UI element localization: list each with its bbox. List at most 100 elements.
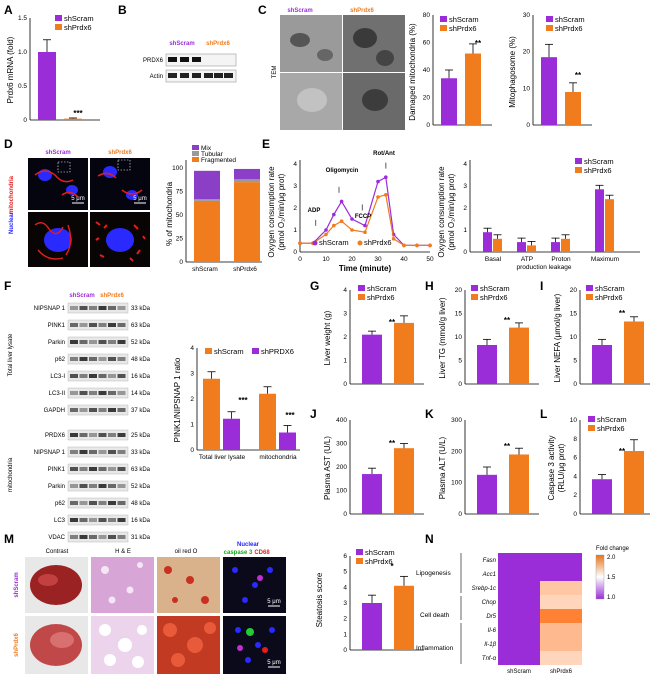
blot-band (79, 467, 88, 471)
c2-ytick: 0 (526, 122, 530, 129)
blot-kda: 16 kDa (131, 518, 151, 524)
h-ytick: 5 (458, 358, 462, 365)
blot-band (117, 467, 126, 471)
n-cbar-title: Fold change (596, 546, 630, 552)
blot-band (98, 408, 107, 412)
m-legend-scram: shScram (365, 548, 395, 557)
series-point (376, 179, 380, 184)
m-stain-cd68: CD68 (254, 550, 270, 556)
series-point (350, 228, 354, 232)
blot-label: GAPDH (44, 408, 65, 414)
legend-swatch-prdx6 (55, 24, 62, 30)
bar-shprdx6 (279, 432, 296, 450)
bar-shscram (362, 334, 382, 384)
bar-proton (561, 238, 570, 252)
blot-band (79, 450, 88, 454)
e-annot-fccp: FCCP (355, 214, 371, 220)
bar-shscram (362, 474, 382, 514)
d-ytick: 100 (172, 165, 183, 172)
l-ytick: 2 (573, 492, 577, 499)
c1-legend-scram: shScram (449, 15, 479, 24)
blot-band (79, 484, 88, 488)
e-ytick: 0 (293, 249, 297, 256)
e-xtick: 40 (400, 256, 408, 263)
blot-band (108, 450, 116, 454)
blot-b: shScram shPrdx6 PRDX6 Actin (143, 41, 237, 83)
heatmap-gene-label: Il-6 (488, 628, 497, 634)
blot-band (117, 340, 126, 344)
m-row-scram: shScram (14, 572, 20, 597)
blot-strip (67, 353, 129, 365)
d-scale-2: 5 μm (133, 196, 146, 202)
series-point (350, 217, 354, 221)
c2-ylabel: Mitophagosome (%) (508, 36, 517, 108)
e2-xcat: ATP (521, 256, 533, 263)
f-legend-scram: shScram (214, 347, 244, 356)
d-ytick: 25 (176, 236, 184, 243)
heatmap-cell (498, 567, 540, 581)
blot-band (89, 467, 97, 471)
chart-m-marks (349, 556, 424, 651)
bar-shscram (592, 479, 612, 514)
blot-band (89, 535, 97, 539)
n-xcat: shPrdx6 (550, 669, 573, 675)
l-legend-prdx6: shPrdx6 (597, 424, 625, 433)
k-significance: ** (504, 442, 511, 451)
j-ytick: 300 (336, 441, 347, 448)
series-point (324, 232, 328, 237)
blot-kda: 16 kDa (131, 374, 151, 380)
blot-label: p62 (55, 357, 66, 363)
blot-band (108, 306, 116, 310)
c1-ytick: 60 (423, 40, 431, 47)
chart-g: Liver weight (g) 0 1 2 3 4 ** shScram sh… (323, 284, 424, 388)
stack-fragmented (194, 200, 220, 262)
f-head-scram: shScram (69, 293, 94, 299)
d-legend-tubular: Tubular (201, 151, 224, 158)
blot-strip (67, 480, 129, 492)
blot-band (98, 340, 107, 344)
bar-shscram (203, 378, 220, 450)
blot-label: NIPSNAP 1 (34, 450, 66, 456)
l-ytick: 6 (573, 455, 577, 462)
chart-d-marks (194, 168, 260, 262)
blot-kda: 48 kDa (131, 357, 151, 363)
chart-g-marks (349, 290, 424, 385)
bar-basal (483, 232, 492, 252)
blot-band (70, 467, 78, 471)
c1-ytick: 40 (423, 67, 431, 74)
c2-legend-scram: shScram (555, 15, 585, 24)
a-legend-scram: shScram (64, 14, 94, 23)
series-point (339, 199, 344, 204)
a-ytick: 1.0 (18, 49, 27, 56)
m-legend-prdx6: shPrdx6 (365, 557, 393, 566)
blot-band (98, 306, 107, 310)
e2-legend-scram: shScram (584, 157, 614, 166)
m-scale-2: 5 μm (267, 660, 280, 666)
m-col-oilred: oil red O (175, 549, 198, 555)
d-xcat: shPrdx6 (233, 266, 257, 273)
series-point (363, 223, 367, 228)
e2-ylabel-2: (pmol O₂/min/μg prot) (447, 173, 456, 250)
m-ytick: 6 (343, 553, 347, 560)
a-ytick: 1.5 (18, 15, 27, 22)
bar-shprdx6 (509, 327, 529, 384)
heatmap-cell (498, 581, 540, 595)
bar-shprdx6 (509, 454, 529, 514)
e-ylabel-2: (pmol O₂/min/μg prot) (277, 173, 286, 250)
bar-shprdx6 (64, 118, 82, 120)
a-ytick: 0.5 (18, 83, 27, 90)
blot-band (98, 518, 107, 522)
heatmap-cell (540, 609, 582, 623)
bar-shprdx6 (394, 322, 414, 384)
l-ytick: 0 (573, 511, 577, 518)
chart-i: Liver NEFA (μmol/g liver) 0 5 10 15 20 *… (553, 284, 650, 388)
i-legend-scram: shScram (595, 284, 625, 293)
blot-label: VDAC (48, 535, 65, 541)
blot-band (89, 306, 97, 310)
m-col-he: H & E (115, 549, 131, 555)
e2-xsub: production leakage (517, 264, 572, 271)
blot-band (79, 357, 88, 361)
l-significance: ** (619, 447, 626, 456)
heatmap-cell (498, 651, 540, 665)
l-ylabel-2: (RLU/μg prot) (557, 443, 566, 492)
